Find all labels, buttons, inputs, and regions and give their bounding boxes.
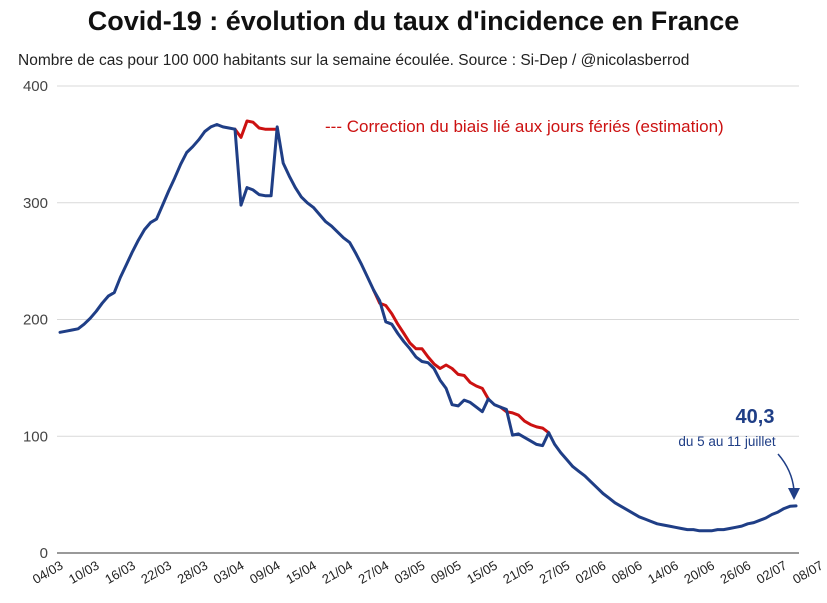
y-tick-label: 100 [23, 428, 48, 445]
x-tick-label: 03/05 [392, 558, 428, 587]
annotation-arrowhead [788, 488, 800, 500]
annotation-arrow [777, 453, 795, 491]
x-tick-label: 21/05 [500, 558, 536, 587]
x-tick-label: 15/05 [464, 558, 500, 587]
correction-line-segment [372, 288, 490, 401]
x-tick-label: 14/06 [645, 558, 681, 587]
y-tick-label: 0 [40, 545, 48, 562]
correction-series [233, 119, 551, 435]
x-tick-label: 16/03 [102, 558, 138, 587]
y-tick-label: 400 [23, 78, 48, 95]
x-tick-label: 08/06 [609, 558, 645, 587]
x-tick-label: 02/07 [754, 558, 790, 587]
x-axis-ticks: 04/03 10/03 16/03 22/03 28/03 03/04 09/04 15/04… [30, 558, 826, 587]
x-tick-label: 28/03 [175, 558, 211, 587]
incidence-series [58, 123, 798, 533]
y-tick-label: 300 [23, 195, 48, 212]
x-tick-label: 20/06 [681, 558, 717, 587]
x-tick-label: 22/03 [138, 558, 174, 587]
x-tick-label: 15/04 [283, 558, 319, 587]
chart-subtitle: Nombre de cas pour 100 000 habitants sur… [18, 52, 690, 69]
x-tick-label: 02/06 [573, 558, 609, 587]
legend-correction: --- Correction du biais lié aux jours fé… [325, 117, 724, 136]
annotation-value: 40,3 [736, 406, 775, 428]
x-tick-label: 10/03 [66, 558, 102, 587]
y-tick-label: 200 [23, 312, 48, 329]
x-tick-label: 27/05 [537, 558, 573, 587]
x-tick-label: 21/04 [319, 558, 355, 587]
x-tick-label: 03/04 [211, 558, 247, 587]
x-tick-label: 09/04 [247, 558, 283, 587]
correction-line-segment [233, 119, 279, 139]
grid-lines [57, 85, 799, 554]
x-tick-label: 08/07 [790, 558, 826, 587]
annotation-period: du 5 au 11 juillet [678, 434, 776, 449]
incidence-line [58, 123, 798, 533]
chart-title: Covid-19 : évolution du taux d'incidence… [87, 6, 740, 36]
x-tick-label: 26/06 [718, 558, 754, 587]
x-tick-label: 27/04 [356, 558, 392, 587]
y-axis-ticks: 0 100 200 300 400 [23, 78, 48, 562]
x-tick-label: 09/05 [428, 558, 464, 587]
